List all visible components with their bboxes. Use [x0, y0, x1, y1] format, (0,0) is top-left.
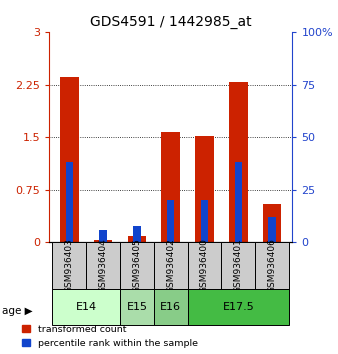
- Bar: [263, 204, 281, 242]
- Text: E14: E14: [76, 302, 97, 312]
- Bar: [52, 242, 86, 289]
- Text: GSM936400: GSM936400: [200, 238, 209, 293]
- Bar: [201, 200, 208, 242]
- Text: GSM936402: GSM936402: [166, 238, 175, 293]
- Bar: [255, 242, 289, 289]
- Bar: [86, 242, 120, 289]
- Text: GSM936401: GSM936401: [234, 238, 243, 293]
- Text: age ▶: age ▶: [2, 306, 32, 316]
- Bar: [52, 289, 120, 325]
- Text: GSM936403: GSM936403: [65, 238, 74, 293]
- Text: E15: E15: [126, 302, 147, 312]
- Bar: [188, 289, 289, 325]
- Bar: [128, 236, 146, 242]
- Legend: transformed count, percentile rank within the sample: transformed count, percentile rank withi…: [22, 325, 198, 348]
- Text: GSM936405: GSM936405: [132, 238, 141, 293]
- Text: E17.5: E17.5: [222, 302, 254, 312]
- Bar: [94, 240, 112, 242]
- Bar: [235, 162, 242, 242]
- Bar: [229, 82, 247, 242]
- Bar: [60, 78, 78, 242]
- Bar: [167, 200, 174, 242]
- Bar: [120, 289, 154, 325]
- Bar: [195, 137, 214, 242]
- Bar: [66, 162, 73, 242]
- Text: GSM936406: GSM936406: [268, 238, 276, 293]
- Bar: [154, 289, 188, 325]
- Bar: [99, 230, 107, 242]
- Text: E16: E16: [160, 302, 181, 312]
- Title: GDS4591 / 1442985_at: GDS4591 / 1442985_at: [90, 16, 251, 29]
- Bar: [268, 217, 276, 242]
- Bar: [120, 242, 154, 289]
- Bar: [154, 242, 188, 289]
- Bar: [188, 242, 221, 289]
- Bar: [221, 242, 255, 289]
- Bar: [133, 225, 141, 242]
- Bar: [162, 132, 180, 242]
- Text: GSM936404: GSM936404: [99, 238, 107, 293]
